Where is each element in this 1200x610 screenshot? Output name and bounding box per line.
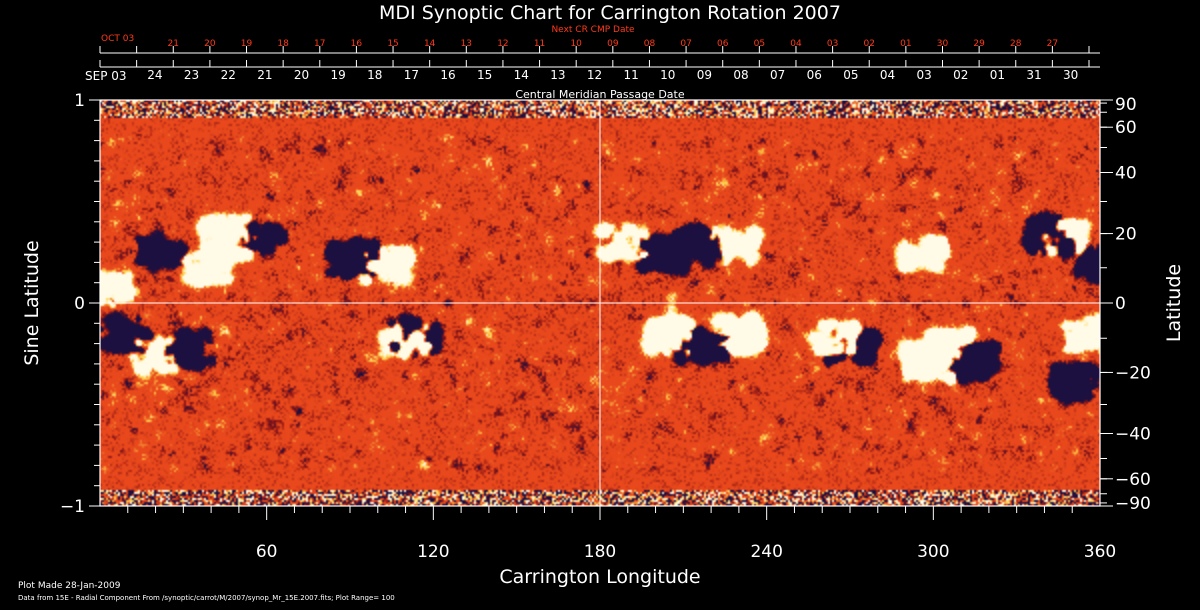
lat-tick-label: 0: [1115, 294, 1126, 314]
next-cr-date: 06: [717, 39, 729, 49]
next-cr-title: Next CR CMP Date: [551, 25, 635, 35]
top-axis-start-label: SEP 03: [85, 69, 127, 83]
top-axis-date: 09: [697, 68, 712, 82]
next-cr-date: 02: [864, 39, 875, 49]
next-cr-axis: 21 20 19 18 17 16 15 14 13 12 11 10 09 08 07 06 05 04 03 02…: [99, 39, 1100, 54]
top-axis-date: 05: [843, 68, 858, 82]
x-tick-label: 180: [584, 542, 616, 562]
next-cr-date: 27: [1047, 39, 1058, 49]
lat-tick-label: 60: [1115, 118, 1137, 138]
lat-tick-label: −40: [1115, 424, 1151, 444]
lat-tick-label: −20: [1115, 363, 1151, 383]
right-axis: 90 60 40 20 0 −20 −40 −60 −90: [1100, 95, 1151, 514]
lat-tick-label: −90: [1115, 494, 1151, 514]
top-axis-date: 14: [514, 68, 529, 82]
top-axis-date: 15: [477, 68, 492, 82]
next-cr-date: 29: [973, 39, 985, 49]
lat-tick-label: 40: [1115, 164, 1137, 184]
x-tick-label: 300: [917, 542, 949, 562]
top-date-axis: 24 23 22 21 20 19 18 17 16 15 14 13 12 11 10 09 08 07 06 05…: [99, 60, 1100, 82]
top-axis-date: 31: [1026, 68, 1041, 82]
lat-tick-label: 90: [1115, 95, 1137, 115]
next-cr-date: 15: [387, 39, 398, 49]
next-cr-date: 01: [900, 39, 911, 49]
next-cr-date: 09: [607, 39, 619, 49]
next-cr-start-label: OCT 03: [101, 34, 134, 44]
right-axis-label: Latitude: [1163, 264, 1185, 342]
top-axis-date: 12: [587, 68, 602, 82]
left-axis-label: Sine Latitude: [21, 240, 43, 365]
x-tick-label: 360: [1084, 542, 1116, 562]
x-tick-label: 60: [256, 542, 278, 562]
next-cr-date: 07: [680, 39, 691, 49]
next-cr-date: 21: [168, 39, 179, 49]
top-axis-title: Central Meridian Passage Date: [515, 88, 684, 101]
top-axis-date: 06: [807, 68, 822, 82]
next-cr-date: 30: [937, 39, 949, 49]
top-axis-date: 30: [1063, 68, 1078, 82]
top-axis-date: 21: [257, 68, 272, 82]
y-tick-label: 1: [74, 91, 85, 111]
top-axis-date: 22: [221, 68, 236, 82]
top-axis-date: 19: [330, 68, 345, 82]
chart-title: MDI Synoptic Chart for Carrington Rotati…: [379, 2, 841, 24]
next-cr-date: 10: [570, 39, 582, 49]
top-axis-date: 18: [367, 68, 382, 82]
y-tick-label: −1: [60, 497, 85, 517]
bottom-axis-label: Carrington Longitude: [499, 566, 700, 588]
top-axis-date: 13: [550, 68, 565, 82]
next-cr-date: 18: [277, 39, 289, 49]
top-axis-date: 17: [404, 68, 419, 82]
next-cr-date: 05: [754, 39, 765, 49]
top-axis-date: 04: [880, 68, 895, 82]
top-axis-date: 01: [990, 68, 1005, 82]
next-cr-date: 19: [241, 39, 253, 49]
next-cr-date: 20: [204, 39, 216, 49]
bottom-axis: 60 120 180 240 300 360: [127, 506, 1116, 562]
next-cr-date: 28: [1010, 39, 1022, 49]
top-axis-date: 16: [440, 68, 455, 82]
lat-tick-label: 20: [1115, 225, 1137, 245]
top-axis-date: 23: [184, 68, 199, 82]
next-cr-date: 11: [534, 39, 545, 49]
next-cr-date: 14: [424, 39, 436, 49]
next-cr-date: 03: [827, 39, 838, 49]
next-cr-date: 08: [644, 39, 656, 49]
top-axis-date: 10: [660, 68, 675, 82]
top-axis-date: 02: [953, 68, 968, 82]
y-tick-label: 0: [74, 294, 85, 314]
data-source-text: Data from 15E - Radial Component From /s…: [18, 594, 395, 602]
x-tick-label: 120: [417, 542, 449, 562]
top-axis-date: 11: [623, 68, 638, 82]
top-axis-date: 08: [733, 68, 748, 82]
top-axis-date: 03: [917, 68, 932, 82]
next-cr-date: 12: [497, 39, 508, 49]
next-cr-date: 17: [314, 39, 325, 49]
left-axis: 1 0 −1: [60, 91, 100, 517]
next-cr-date: 13: [461, 39, 472, 49]
lat-tick-label: −60: [1115, 470, 1151, 490]
next-cr-date: 04: [790, 39, 802, 49]
plot-made-text: Plot Made 28-Jan-2009: [18, 581, 121, 591]
x-tick-label: 240: [750, 542, 782, 562]
top-axis-date: 07: [770, 68, 785, 82]
top-axis-date: 24: [147, 68, 162, 82]
top-axis-date: 20: [294, 68, 309, 82]
next-cr-date: 16: [351, 39, 363, 49]
